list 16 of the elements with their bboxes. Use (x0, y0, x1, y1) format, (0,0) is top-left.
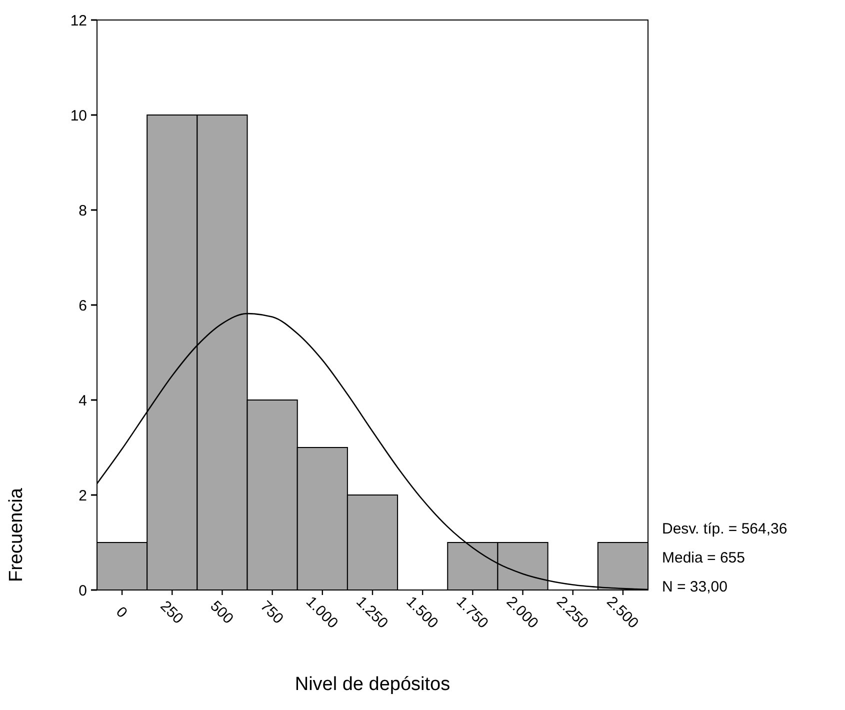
y-tick-label: 12 (70, 12, 87, 30)
x-axis-title: Nivel de depósitos (294, 674, 450, 695)
x-tick-label: 0 (112, 604, 130, 622)
y-axis-title: Frecuencia (6, 488, 27, 582)
x-tick-label: 750 (256, 598, 287, 628)
y-tick-label: 6 (78, 297, 87, 314)
y-tick-label: 8 (78, 202, 87, 220)
y-tick-label: 2 (78, 487, 87, 504)
x-tick-label: 500 (206, 598, 237, 628)
text: N = 33,00 (662, 578, 728, 596)
y-tick-label: 4 (78, 392, 87, 410)
text: Media = 655 (662, 549, 745, 566)
text: Desv. típ. = 564,36 (662, 520, 788, 538)
y-tick-label: 0 (78, 582, 87, 600)
x-tick-label: 250 (156, 598, 186, 628)
y-tick-label: 10 (70, 107, 87, 124)
